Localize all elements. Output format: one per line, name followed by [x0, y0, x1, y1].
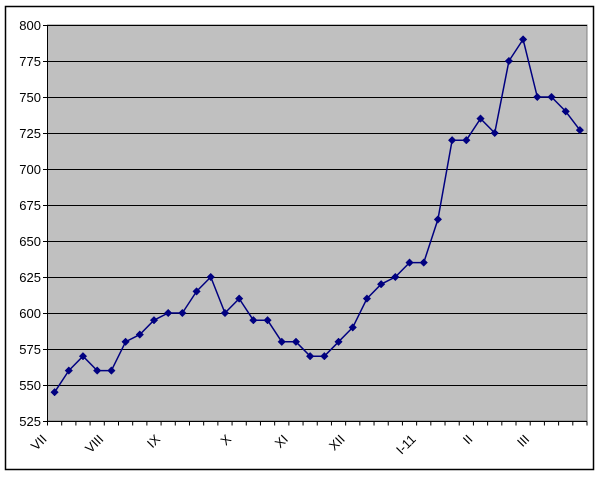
data-point-marker	[348, 323, 357, 332]
data-point-marker	[291, 337, 301, 346]
y-axis-label: 600	[19, 306, 41, 321]
data-point-marker	[419, 258, 428, 267]
y-axis-labels: 800 775 750 725 700 675 650 625 600 575 550 525	[19, 18, 41, 429]
data-point-marker	[135, 330, 144, 339]
data-point-marker	[249, 316, 258, 325]
data-point-marker	[320, 352, 329, 361]
data-point-marker	[107, 366, 116, 375]
plot-area	[47, 24, 588, 422]
data-point-marker	[405, 258, 414, 267]
data-point-marker	[164, 308, 173, 318]
data-point-marker	[504, 56, 514, 66]
data-point-marker	[178, 308, 187, 318]
y-axis-label: 725	[19, 126, 41, 141]
data-point-marker	[78, 352, 88, 361]
data-point-marker	[263, 316, 272, 325]
data-point-marker	[518, 35, 528, 44]
y-axis-label: 775	[19, 54, 41, 69]
data-point-marker	[64, 366, 73, 375]
data-point-marker	[376, 280, 386, 289]
data-point-marker	[362, 294, 372, 303]
axes-group	[43, 25, 588, 426]
data-point-marker	[533, 92, 542, 102]
data-point-marker	[93, 366, 102, 375]
data-point-marker	[334, 337, 343, 346]
y-axis-label: 700	[19, 162, 41, 177]
y-axis-label: 800	[19, 18, 41, 33]
data-point-marker	[490, 128, 499, 138]
data-point-marker	[206, 272, 215, 282]
data-point-marker	[192, 287, 201, 296]
data-point-marker	[561, 107, 570, 116]
plot-area-group	[47, 24, 588, 422]
series-line	[53, 38, 581, 393]
data-point-marker	[447, 136, 457, 145]
data-point-marker	[149, 316, 159, 325]
data-point-marker	[235, 294, 244, 303]
y-axis-label: 575	[19, 342, 41, 357]
y-axis-label: 550	[19, 378, 41, 393]
data-point-marker	[476, 114, 485, 123]
gridlines-group	[47, 25, 587, 386]
data-point-marker	[575, 125, 585, 135]
data-point-marker	[121, 337, 130, 346]
y-axis-label: 525	[19, 414, 41, 429]
data-point-marker	[50, 388, 59, 397]
data-point-marker	[277, 337, 286, 346]
y-axis-label: 750	[19, 90, 41, 105]
data-point-marker	[462, 136, 471, 145]
y-axis-label: 675	[19, 198, 41, 213]
data-point-marker	[305, 352, 315, 361]
data-point-marker	[433, 215, 443, 224]
series-group	[50, 35, 585, 397]
data-point-marker	[391, 272, 400, 282]
y-axis-label: 625	[19, 270, 41, 285]
data-point-marker	[547, 92, 556, 102]
data-point-marker	[220, 308, 230, 318]
y-axis-label: 650	[19, 234, 41, 249]
